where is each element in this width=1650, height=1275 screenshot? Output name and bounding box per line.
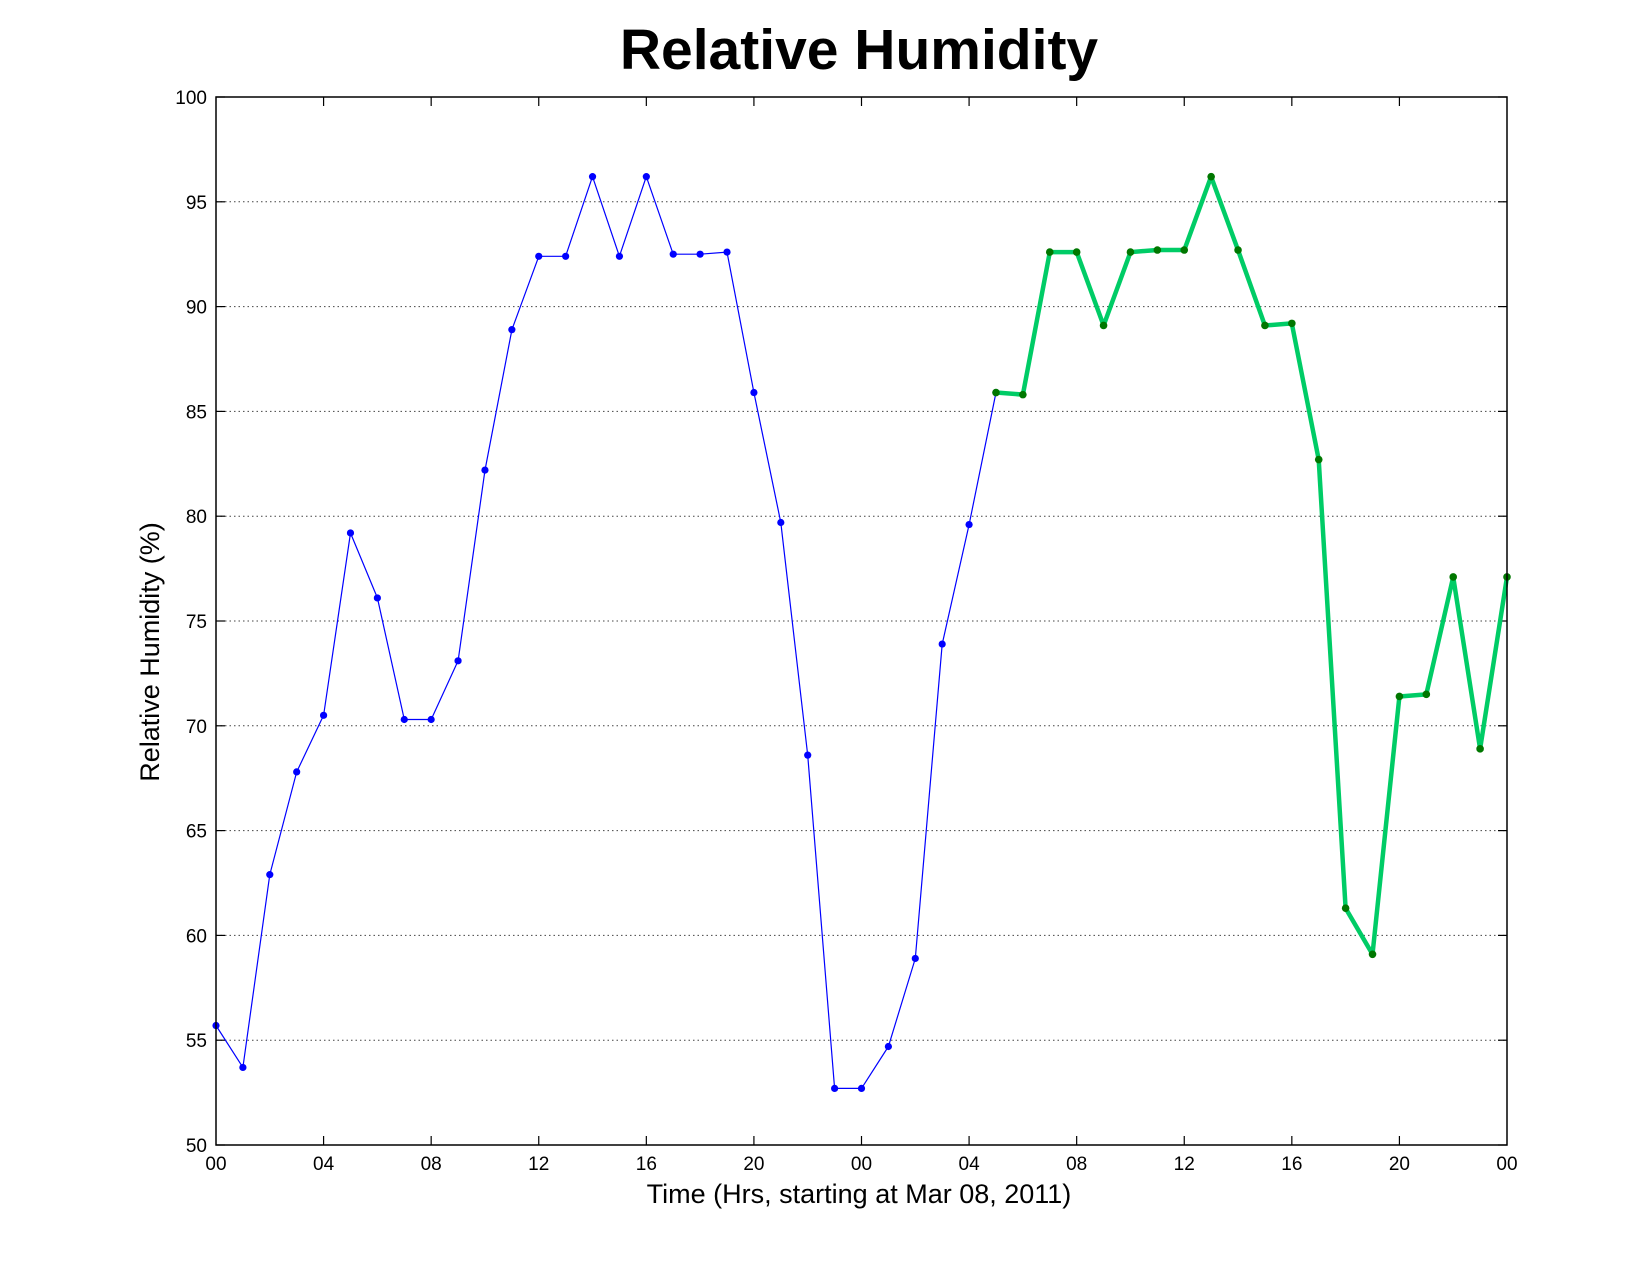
data-point <box>293 768 301 776</box>
data-point <box>1207 172 1215 181</box>
series-line <box>215 176 997 1090</box>
x-tick-label: 08 <box>421 1154 442 1175</box>
y-tick-label: 65 <box>186 822 207 843</box>
y-tick-label: 60 <box>186 926 207 947</box>
data-point <box>723 248 731 256</box>
data-point <box>615 252 624 260</box>
data-point <box>1261 321 1269 330</box>
data-point <box>777 518 785 527</box>
data-point <box>992 388 1000 397</box>
data-point <box>1072 248 1081 256</box>
y-tick-label: 70 <box>186 717 207 738</box>
x-tick-label: 08 <box>1066 1154 1087 1175</box>
series-2 <box>992 172 1511 959</box>
data-point <box>857 1084 866 1093</box>
data-point <box>508 326 516 334</box>
data-point <box>1288 319 1296 328</box>
data-point <box>1395 692 1404 701</box>
x-tick-label: 20 <box>1389 1154 1410 1175</box>
data-point <box>884 1042 892 1051</box>
y-tick-label: 80 <box>186 507 207 528</box>
x-tick-label: 00 <box>1496 1154 1517 1175</box>
data-point <box>319 711 328 719</box>
plot-area-frame <box>215 96 1508 1146</box>
y-tick-label: 75 <box>186 612 207 633</box>
data-point <box>535 252 543 260</box>
x-tick-label: 16 <box>636 1154 657 1175</box>
data-point <box>1099 321 1108 330</box>
data-point <box>938 640 946 648</box>
data-point <box>1019 390 1027 399</box>
y-tick-label: 50 <box>186 1136 207 1157</box>
x-tick-label: 16 <box>1281 1154 1302 1175</box>
data-point <box>562 252 570 260</box>
x-tick-label: 12 <box>528 1154 549 1175</box>
data-point <box>1180 246 1189 254</box>
data-point <box>1045 248 1054 256</box>
data-point <box>1153 246 1162 254</box>
y-axis-label: Relative Humidity (%) <box>135 522 165 782</box>
data-point <box>1126 248 1135 256</box>
data-point <box>911 954 919 963</box>
data-point <box>1422 690 1431 699</box>
data-series <box>212 172 1511 1093</box>
data-point <box>1476 745 1484 753</box>
x-tick-label: 12 <box>1174 1154 1195 1175</box>
y-tick-label: 85 <box>186 402 207 423</box>
series-line <box>995 174 1510 957</box>
y-tick-label: 95 <box>186 193 207 214</box>
data-point <box>239 1063 247 1072</box>
data-point <box>965 520 973 529</box>
x-axis-label: Time (Hrs, starting at Mar 08, 2011) <box>647 1179 1072 1209</box>
x-tick-label: 04 <box>959 1154 981 1175</box>
data-point <box>1368 950 1377 959</box>
x-tick-labels: 00 04 08 12 16 20 00 04 08 12 16 20 00 <box>205 1154 1517 1175</box>
y-tick-label: 100 <box>175 88 207 109</box>
series-1 <box>212 173 1000 1093</box>
y-tick-label: 90 <box>186 298 207 319</box>
data-point <box>1234 246 1242 254</box>
y-tick-label: 55 <box>186 1031 207 1052</box>
data-point <box>481 466 489 474</box>
data-point <box>346 529 355 537</box>
data-point <box>454 657 462 665</box>
data-point <box>400 715 408 724</box>
data-point <box>373 594 381 602</box>
data-point <box>696 250 704 258</box>
grid-lines <box>216 201 1507 1041</box>
chart-title: Relative Humidity <box>620 18 1099 82</box>
data-point <box>804 751 812 759</box>
data-point <box>669 250 677 258</box>
data-point <box>831 1084 839 1093</box>
data-point <box>266 871 274 879</box>
data-point <box>1314 455 1323 464</box>
x-tick-label: 04 <box>313 1154 335 1175</box>
data-point <box>427 715 435 724</box>
data-point <box>642 173 650 181</box>
data-point <box>1449 573 1458 581</box>
x-tick-label: 00 <box>205 1154 226 1175</box>
x-tick-label: 00 <box>851 1154 872 1175</box>
x-tick-label: 20 <box>743 1154 764 1175</box>
data-point <box>1341 904 1350 912</box>
data-point <box>588 173 597 181</box>
data-point <box>750 388 758 397</box>
y-tick-labels: 50 55 60 65 70 75 80 85 90 95 100 <box>175 88 207 1157</box>
